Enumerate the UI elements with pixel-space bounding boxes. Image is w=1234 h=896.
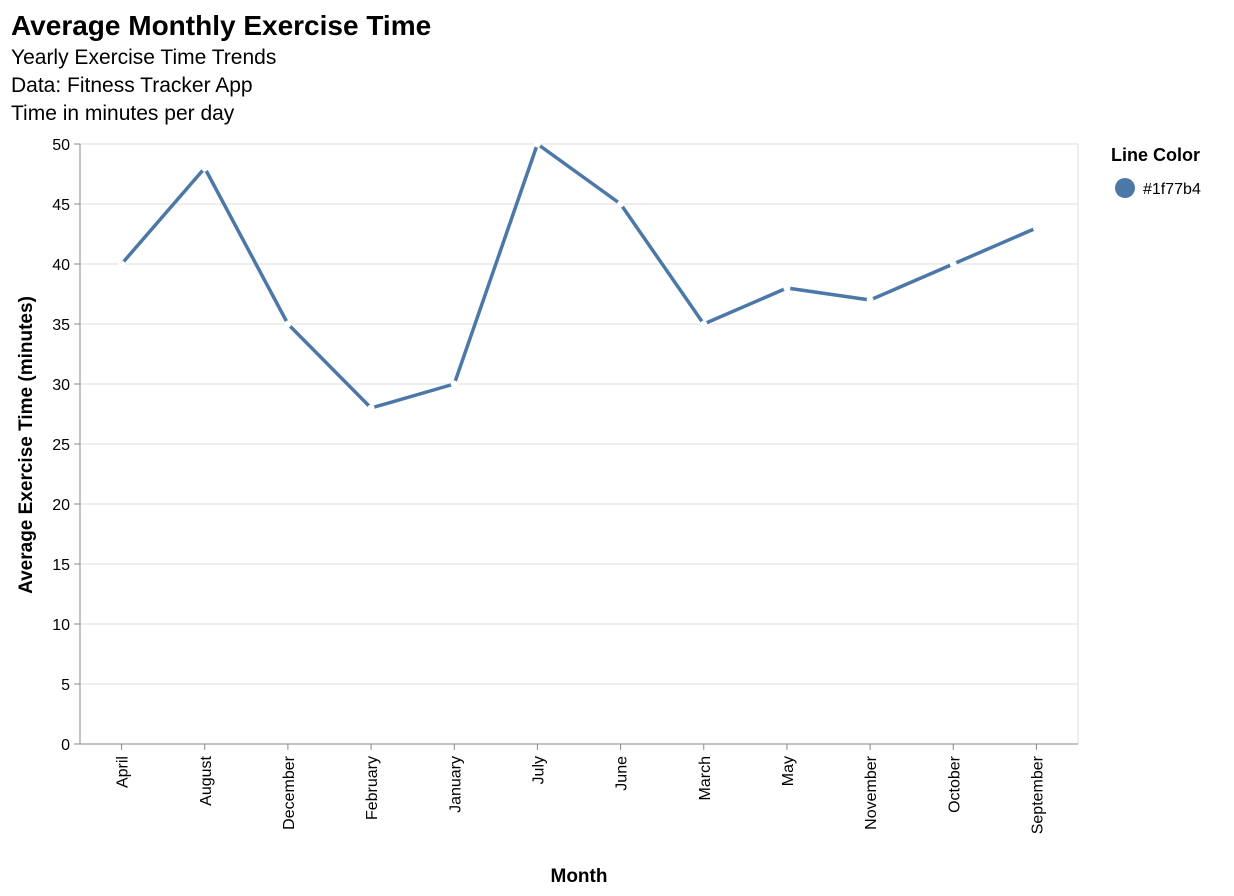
data-point [201, 164, 209, 172]
y-tick-label: 20 [52, 497, 70, 514]
data-point [617, 200, 625, 208]
chart-subtitle-2: Data: Fitness Tracker App [11, 74, 253, 97]
data-point [533, 140, 541, 148]
y-axis: 0 5 10 15 20 25 30 35 40 45 50 [52, 137, 81, 754]
chart-subtitle-3: Time in minutes per day [11, 102, 235, 125]
x-tick-label: August [198, 755, 215, 805]
y-tick-label: 45 [52, 197, 70, 214]
data-point [783, 284, 791, 292]
x-tick-label: April [115, 756, 132, 788]
y-tick-label: 35 [52, 317, 70, 334]
chart-title: Average Monthly Exercise Time [11, 10, 432, 41]
data-point [700, 320, 708, 328]
data-point [450, 380, 458, 388]
y-tick-label: 5 [61, 677, 70, 694]
y-tick-label: 15 [52, 557, 70, 574]
legend: Line Color #1f77b4 [1111, 145, 1201, 198]
x-tick-label: January [447, 756, 464, 813]
chart-header: Average Monthly Exercise Time Yearly Exe… [11, 8, 431, 128]
legend-label: #1f77b4 [1143, 181, 1201, 198]
x-tick-label: July [530, 756, 547, 784]
x-axis: April August December February January July Ju… [80, 743, 1078, 834]
y-tick-label: 50 [52, 137, 70, 154]
y-axis-title: Average Exercise Time (minutes) [16, 296, 37, 594]
x-tick-label: May [780, 756, 797, 786]
y-tick-label: 40 [52, 257, 70, 274]
data-point [1032, 224, 1040, 232]
series-line [119, 142, 1039, 410]
x-tick-label: June [614, 756, 631, 791]
data-point [284, 320, 292, 328]
x-axis-title: Month [551, 866, 608, 887]
legend-swatch [1115, 178, 1135, 198]
y-tick-label: 10 [52, 617, 70, 634]
x-tick-label: February [364, 756, 381, 820]
x-tick-label: October [946, 755, 963, 813]
legend-title: Line Color [1111, 145, 1200, 165]
data-point [367, 404, 375, 412]
data-point [118, 260, 126, 268]
series-layer [118, 140, 1040, 412]
x-tick-label: November [863, 755, 880, 829]
data-point [866, 296, 874, 304]
x-tick-label: September [1029, 755, 1046, 834]
data-point [949, 260, 957, 268]
x-tick-label: December [281, 755, 298, 829]
y-tick-label: 30 [52, 377, 70, 394]
grid-lines [80, 143, 1079, 745]
chart-subtitle-1: Yearly Exercise Time Trends [11, 46, 277, 69]
x-tick-label: March [697, 756, 714, 800]
y-tick-label: 25 [52, 437, 70, 454]
y-tick-label: 0 [61, 737, 70, 754]
